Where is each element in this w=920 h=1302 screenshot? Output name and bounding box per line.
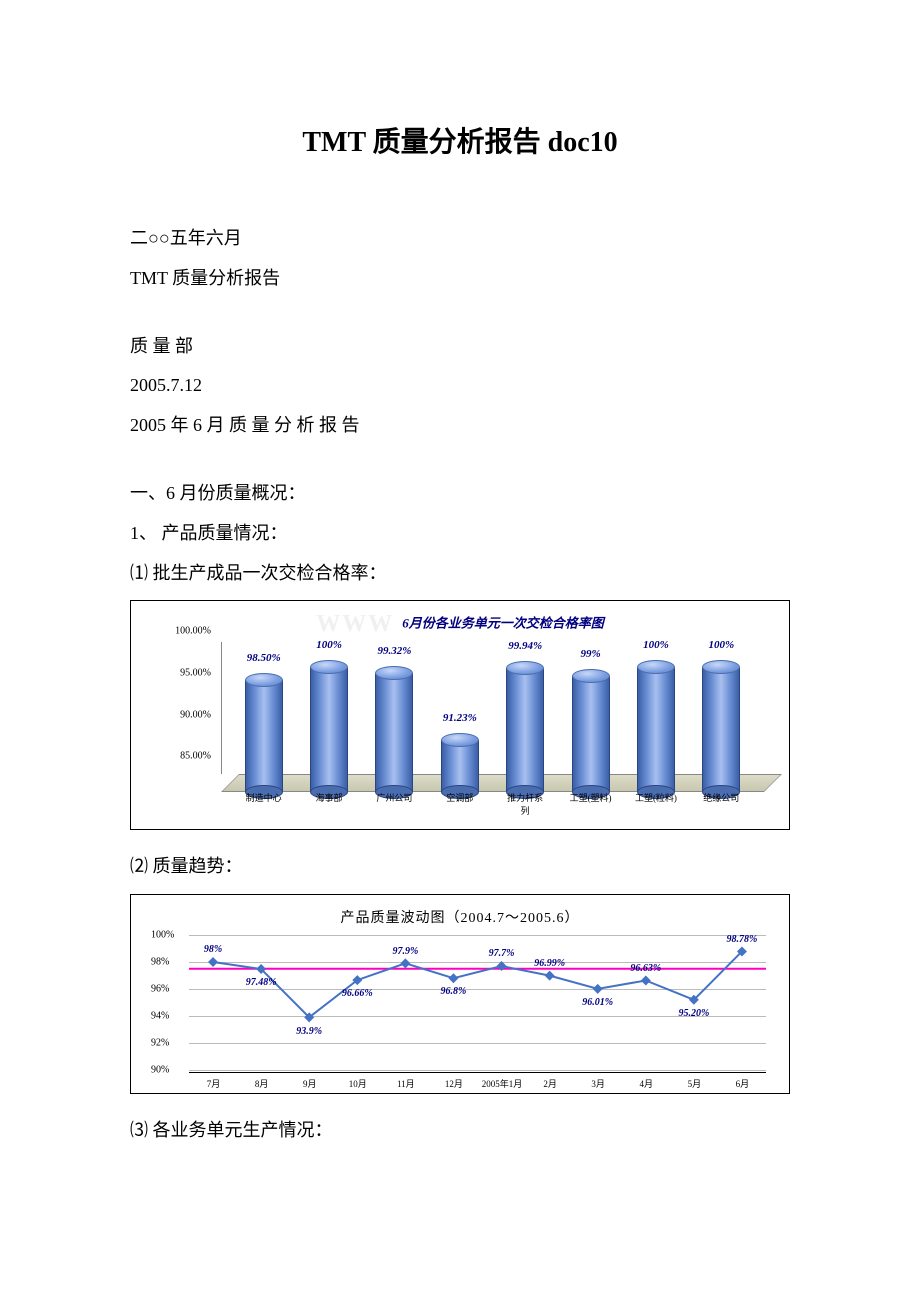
chart2-point-label: 95.20% bbox=[678, 1008, 709, 1019]
chart2-plot-area: 7月8月9月10月11月12月2005年1月2月3月4月5月6月 90%92%9… bbox=[189, 935, 766, 1090]
chart1-bar: 100% bbox=[634, 667, 678, 792]
chart2-point-label: 97.48% bbox=[246, 977, 277, 988]
chart2-gridline bbox=[189, 1070, 766, 1071]
chart1-xtick: 绝缘公司 bbox=[699, 791, 743, 817]
header-line-1: 二○○五年六月 bbox=[130, 220, 790, 258]
chart1-bar-label: 98.50% bbox=[247, 652, 281, 664]
meta-date: 2005.7.12 bbox=[130, 367, 790, 405]
chart1-xtick: 广州公司 bbox=[372, 791, 416, 817]
section-1-heading: 一、6 月份质量概况： bbox=[130, 475, 790, 513]
chart1-bar: 99.32% bbox=[372, 673, 416, 792]
chart1-xtick: 海事部 bbox=[307, 791, 351, 817]
chart1-xtick: 工塑(塑料) bbox=[569, 791, 613, 817]
sub-1-heading: ⑴ 批生产成品一次交检合格率： bbox=[130, 555, 790, 593]
sub-3-heading: ⑶ 各业务单元生产情况： bbox=[130, 1112, 790, 1150]
chart2-ytick: 96% bbox=[151, 984, 169, 995]
chart2-point-label: 97.7% bbox=[489, 948, 515, 959]
chart2-xtick: 3月 bbox=[574, 1073, 622, 1090]
chart1-bar-label: 99% bbox=[580, 648, 600, 660]
chart1-bar: 99.94% bbox=[503, 668, 547, 793]
chart2-xtick: 4月 bbox=[622, 1073, 670, 1090]
chart2-ytick: 92% bbox=[151, 1038, 169, 1049]
chart1-x-axis: 制造中心海事部广州公司空调部推力杆系列工塑(塑料) 工塑(粒料) 绝缘公司 bbox=[231, 791, 754, 817]
chart2-point-label: 98% bbox=[204, 944, 222, 955]
chart2-point-label: 96.99% bbox=[534, 958, 565, 969]
chart1-ytick: 90.00% bbox=[180, 709, 211, 720]
document-title: TMT 质量分析报告 doc10 bbox=[130, 120, 790, 160]
chart1-bar: 100% bbox=[699, 667, 743, 792]
chart1-title: WWW 6月份各业务单元一次交检合格率图 bbox=[151, 611, 769, 638]
chart2-xtick: 11月 bbox=[381, 1073, 429, 1090]
chart2-ytick: 90% bbox=[151, 1065, 169, 1076]
chart2-x-axis: 7月8月9月10月11月12月2005年1月2月3月4月5月6月 bbox=[189, 1072, 766, 1090]
item-1-heading: 1、 产品质量情况： bbox=[130, 515, 790, 553]
chart1-bar-label: 99.32% bbox=[377, 645, 411, 657]
chart2-point-label: 97.9% bbox=[392, 946, 418, 957]
chart2-point-label: 98.78% bbox=[727, 934, 758, 945]
chart2-xtick: 2月 bbox=[526, 1073, 574, 1090]
chart1-bar-label: 100% bbox=[643, 639, 669, 651]
chart1-xtick: 工塑(粒料) bbox=[634, 791, 678, 817]
chart2-ytick: 100% bbox=[151, 930, 174, 941]
chart1-xtick: 空调部 bbox=[438, 791, 482, 817]
header-line-2: TMT 质量分析报告 bbox=[130, 260, 790, 298]
chart2-xtick: 12月 bbox=[429, 1073, 477, 1090]
chart1-ytick: 95.00% bbox=[180, 668, 211, 679]
chart2-xtick: 7月 bbox=[189, 1073, 237, 1090]
chart2-title: 产品质量波动图（2004.7～2005.6） bbox=[149, 907, 771, 927]
chart1-xtick: 推力杆系列 bbox=[503, 791, 547, 817]
chart1-bar: 99% bbox=[569, 676, 613, 793]
chart2-xtick: 6月 bbox=[718, 1073, 766, 1090]
sub-2-heading: ⑵ 质量趋势： bbox=[130, 848, 790, 886]
chart-quality-trend: 产品质量波动图（2004.7～2005.6） 7月8月9月10月11月12月20… bbox=[130, 894, 790, 1094]
chart1-bar-label: 91.23% bbox=[443, 712, 477, 724]
chart1-bars: 98.50% 100% 99.32% 91.23% 99.94% 99% 100% 100% bbox=[231, 642, 754, 792]
chart2-point-label: 96.63% bbox=[630, 963, 661, 974]
chart-pass-rate: WWW 6月份各业务单元一次交检合格率图 85.00% 90.00% 95.00% 10… bbox=[130, 600, 790, 830]
chart2-xtick: 10月 bbox=[333, 1073, 381, 1090]
chart2-xtick: 8月 bbox=[237, 1073, 285, 1090]
chart2-point-label: 96.66% bbox=[342, 988, 373, 999]
chart1-y-axis: 85.00%90.00%95.00%100.00% bbox=[151, 642, 216, 792]
chart1-ytick: 100.00% bbox=[175, 626, 211, 637]
chart1-xtick: 制造中心 bbox=[242, 791, 286, 817]
chart2-point-label: 96.8% bbox=[441, 986, 467, 997]
chart1-bar: 100% bbox=[307, 667, 351, 792]
chart1-ytick: 85.00% bbox=[180, 751, 211, 762]
chart1-bar-label: 100% bbox=[316, 639, 342, 651]
chart2-point-label: 96.01% bbox=[582, 997, 613, 1008]
meta-dept: 质 量 部 bbox=[130, 328, 790, 366]
chart1-bar-label: 100% bbox=[708, 639, 734, 651]
chart1-bar: 98.50% bbox=[242, 680, 286, 793]
chart1-bar: 91.23% bbox=[438, 740, 482, 792]
chart2-xtick: 2005年1月 bbox=[477, 1073, 525, 1090]
chart2-xtick: 5月 bbox=[670, 1073, 718, 1090]
chart2-xtick: 9月 bbox=[285, 1073, 333, 1090]
chart2-ytick: 98% bbox=[151, 957, 169, 968]
chart2-line-svg bbox=[189, 935, 766, 1070]
chart1-bar-label: 99.94% bbox=[508, 640, 542, 652]
meta-report-title: 2005 年 6 月 质 量 分 析 报 告 bbox=[130, 407, 790, 445]
chart1-title-text: 6月份各业务单元一次交检合格率图 bbox=[402, 616, 604, 631]
chart2-ytick: 94% bbox=[151, 1011, 169, 1022]
watermark: WWW bbox=[316, 611, 394, 637]
chart2-point-label: 93.9% bbox=[296, 1026, 322, 1037]
